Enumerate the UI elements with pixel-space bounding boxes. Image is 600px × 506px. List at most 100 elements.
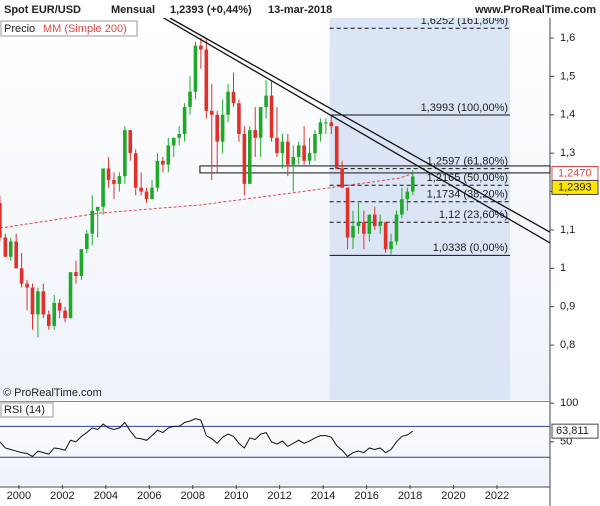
bar-body <box>351 226 355 238</box>
site: www.ProRealTime.com <box>474 4 596 16</box>
trendline <box>169 17 551 233</box>
bar-body <box>204 49 209 111</box>
bar-body <box>188 91 192 108</box>
bar-body <box>41 291 46 315</box>
bar-body <box>356 222 361 227</box>
bar-body <box>362 222 366 234</box>
bar-body <box>171 137 176 146</box>
bar-body <box>410 176 415 192</box>
bar-body <box>101 168 105 207</box>
bar-body <box>400 199 404 215</box>
bar-body <box>68 272 73 319</box>
x-tick-label: 2000 <box>7 490 31 502</box>
bar-body <box>74 272 78 276</box>
y-tick-label: 1,3 <box>560 147 575 159</box>
rsi-title-box <box>0 402 54 418</box>
bar-body <box>226 91 230 115</box>
legend-ma: MM (Simple 200) <box>43 23 127 35</box>
bar-body <box>79 249 84 276</box>
bar-body <box>242 133 247 184</box>
bar-body <box>112 180 116 184</box>
bar-body <box>291 156 296 165</box>
bar-body <box>25 283 29 288</box>
rsi-title: RSI (14) <box>4 404 45 416</box>
y-tick-label: 1,5 <box>560 70 575 82</box>
x-tick-label: 2008 <box>181 490 205 502</box>
bar-body <box>95 206 100 211</box>
y-tick-label: 100 <box>560 397 578 409</box>
bar-body <box>340 168 344 188</box>
bar-body <box>394 214 399 242</box>
bar-body <box>258 107 263 138</box>
bar-body <box>345 187 350 238</box>
x-tick-label: 2018 <box>398 490 422 502</box>
bar-body <box>0 203 2 238</box>
x-tick-label: 2004 <box>94 490 118 502</box>
bar-body <box>215 114 219 142</box>
bar-body <box>209 110 214 115</box>
bar-body <box>307 153 312 161</box>
fib-label: 1,2165 (50,00%) <box>427 172 508 184</box>
bar-body <box>117 176 122 184</box>
legend-box <box>0 20 138 37</box>
trendline <box>149 9 551 244</box>
bar-body <box>19 268 24 284</box>
y-tick-label: 1,6 <box>560 32 575 44</box>
bar-body <box>329 122 334 127</box>
bar-body <box>144 191 149 200</box>
moving-average <box>0 173 413 229</box>
x-tick-label: 2006 <box>137 490 161 502</box>
x-tick-label: 2012 <box>267 490 291 502</box>
y-tick-label: 0,9 <box>560 301 575 313</box>
bar-body <box>8 241 13 257</box>
y-tick-label: 0,8 <box>560 339 575 351</box>
bar-body <box>247 130 252 184</box>
bar-body <box>57 302 62 311</box>
bar-body <box>220 114 225 142</box>
bar-body <box>63 310 67 319</box>
bar-body <box>264 95 268 108</box>
bar-body <box>166 145 171 165</box>
bar-body <box>286 141 290 165</box>
bar-body <box>389 241 393 250</box>
x-tick-label: 2002 <box>50 490 74 502</box>
rsi-line <box>0 418 414 458</box>
rsi-value-label: 63,811 <box>556 425 589 437</box>
quote: 1,2393 (+0,44%) <box>170 4 252 16</box>
y-tick-label: 1 <box>560 262 566 274</box>
x-tick-label: 2010 <box>224 490 248 502</box>
bar-body <box>46 314 51 326</box>
symbol: Spot EUR/USD <box>4 4 81 16</box>
bar-body <box>405 191 410 200</box>
bar-body <box>155 160 160 188</box>
bar-body <box>3 237 8 257</box>
legend-price: Precio <box>4 23 35 35</box>
bar-body <box>123 130 127 177</box>
bar-body <box>253 130 258 138</box>
bar-body <box>269 95 274 138</box>
bar-body <box>313 133 317 154</box>
bar-body <box>383 222 388 250</box>
bar-body <box>275 137 279 154</box>
date: 13-mar-2018 <box>268 4 332 16</box>
bar-body <box>318 122 323 134</box>
bar-body <box>161 160 165 165</box>
bar-body <box>30 287 35 315</box>
bar-body <box>199 45 203 50</box>
rsi-panel <box>0 403 550 485</box>
bar-body <box>139 187 143 192</box>
box <box>199 165 551 174</box>
bar-body <box>177 133 181 138</box>
bar-body <box>36 291 40 315</box>
bar-body <box>231 91 236 104</box>
price-label-box <box>551 179 599 195</box>
header-bar <box>0 0 600 18</box>
ma-label: 1,2470 <box>558 167 592 179</box>
x-tick-label: 2022 <box>485 490 509 502</box>
period: Mensual <box>111 4 155 16</box>
bar-body <box>302 145 306 161</box>
bar-body <box>367 214 372 234</box>
copyright: © ProRealTime.com <box>3 387 102 399</box>
